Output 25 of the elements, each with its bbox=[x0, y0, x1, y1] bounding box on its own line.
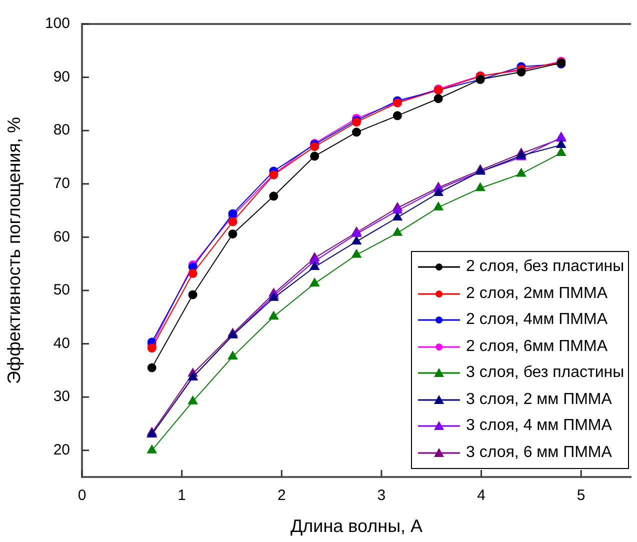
y-tick-label: 70 bbox=[53, 175, 70, 192]
y-tick-label: 60 bbox=[53, 228, 70, 246]
legend-label: 2 слоя, 6мм ПММА bbox=[466, 336, 608, 356]
x-tick-label: 5 bbox=[576, 487, 586, 504]
x-tick-label: 0 bbox=[78, 487, 86, 504]
y-tick-label: 30 bbox=[53, 388, 70, 406]
legend-label: 3 слоя, без пластины bbox=[466, 363, 624, 383]
legend-label: 2 слоя, без пластины bbox=[466, 257, 624, 277]
y-tick-label: 100 bbox=[44, 15, 70, 32]
legend-label: 3 слоя, 2 мм ПММА bbox=[466, 390, 612, 410]
y-tick-label: 80 bbox=[53, 122, 70, 139]
x-axis-title: Длина волны, А bbox=[290, 516, 423, 536]
legend-label: 2 слоя, 4мм ПММА bbox=[466, 310, 608, 330]
x-tick-label: 2 bbox=[277, 487, 286, 504]
y-tick-label: 40 bbox=[53, 334, 70, 352]
x-tick-label: 4 bbox=[477, 487, 486, 504]
x-tick-label: 3 bbox=[377, 487, 386, 504]
x-tick-label: 1 bbox=[178, 487, 186, 504]
y-tick-label: 50 bbox=[53, 282, 70, 299]
legend-label: 2 слоя, 2мм ПММА bbox=[466, 284, 608, 304]
legend-label: 3 слоя, 6 мм ПММА bbox=[466, 442, 612, 462]
y-tick-label: 90 bbox=[53, 68, 70, 86]
y-tick-label: 20 bbox=[53, 441, 70, 458]
y-axis-title: Эффективность поглощения, % bbox=[4, 116, 24, 384]
legend-label: 3 слоя, 4 мм ПММА bbox=[466, 416, 612, 436]
